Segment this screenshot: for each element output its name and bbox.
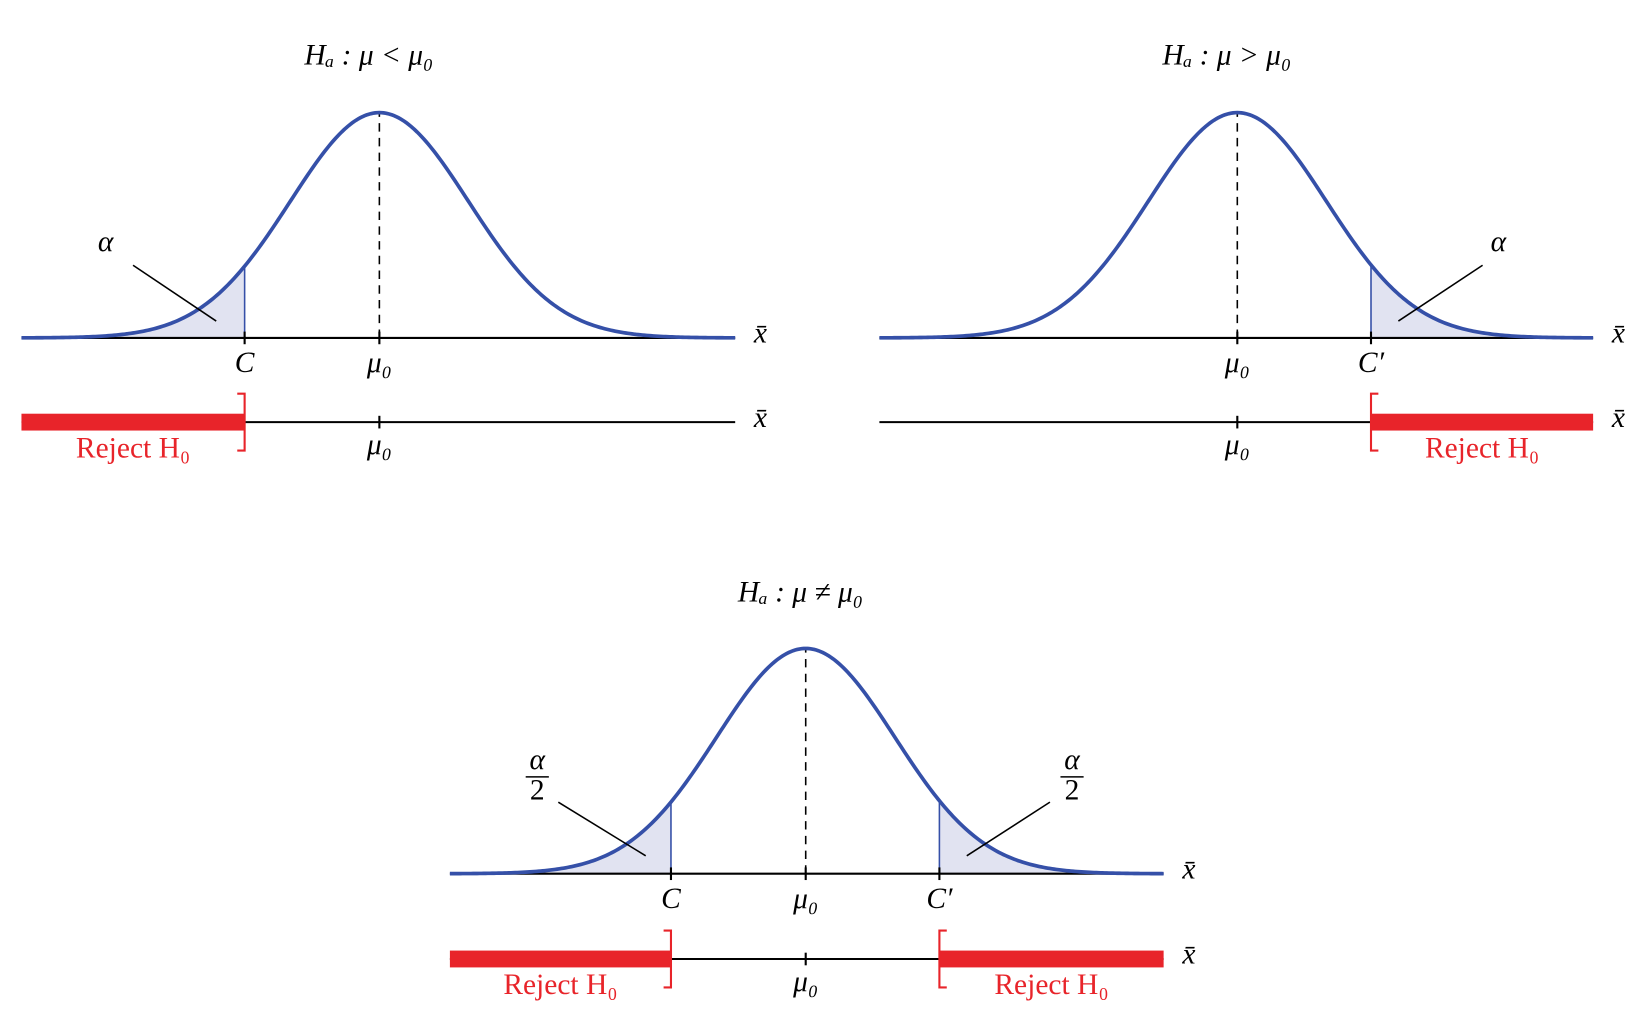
tail-area: [1371, 264, 1594, 338]
alpha-denominator: 2: [530, 774, 545, 806]
reject-region: [449, 950, 671, 968]
leader-line: [1397, 264, 1484, 322]
bracket: [237, 392, 246, 452]
alpha-denominator: 2: [1065, 774, 1080, 806]
tail-area: [939, 800, 1164, 874]
bell-curve: [449, 646, 1164, 876]
alpha-label: α: [1491, 226, 1507, 258]
leader-line: [557, 801, 647, 857]
center-label: μ₀: [1224, 347, 1250, 379]
critical-label: C′: [926, 883, 953, 915]
axis-label: x̄: [753, 318, 767, 350]
leader-line: [966, 801, 1051, 857]
bracket: [938, 929, 947, 989]
alpha-numerator: α: [530, 744, 546, 776]
axis-label: x̄: [1611, 318, 1625, 350]
tail-area: [449, 802, 671, 874]
center-label: μ₀: [792, 883, 818, 915]
title: Hₐ : μ < μ₀: [303, 40, 433, 72]
center-label: μ₀: [792, 966, 818, 998]
bracket: [663, 929, 673, 989]
critical-label: C: [235, 347, 255, 379]
title: Hₐ : μ > μ₀: [1161, 40, 1291, 72]
critical-label: C: [661, 883, 681, 915]
center-label: μ₀: [366, 429, 392, 461]
bell-curve: [21, 110, 736, 340]
axis-label: x̄: [1181, 853, 1195, 885]
reject-label: Reject H₀: [76, 432, 190, 464]
axis-label: x̄: [1611, 402, 1625, 434]
critical-label: C′: [1358, 347, 1385, 379]
bracket: [1369, 392, 1379, 452]
axis-label: x̄: [753, 402, 767, 434]
reject-label: Reject H₀: [1425, 432, 1539, 464]
axis-label: x̄: [1181, 939, 1195, 971]
reject-region: [939, 950, 1164, 968]
reject-region: [21, 413, 245, 431]
alpha-label: α: [98, 226, 114, 258]
leader-line: [132, 264, 217, 322]
alpha-numerator: α: [1064, 744, 1080, 776]
reject-region: [1371, 413, 1594, 431]
center-label: μ₀: [366, 347, 392, 379]
tail-area: [21, 266, 245, 338]
bell-curve: [879, 110, 1594, 340]
center-label: μ₀: [1224, 429, 1250, 461]
reject-label: Reject H₀: [503, 969, 617, 1001]
reject-label: Reject H₀: [994, 969, 1108, 1001]
title: Hₐ : μ ≠ μ₀: [737, 577, 863, 609]
